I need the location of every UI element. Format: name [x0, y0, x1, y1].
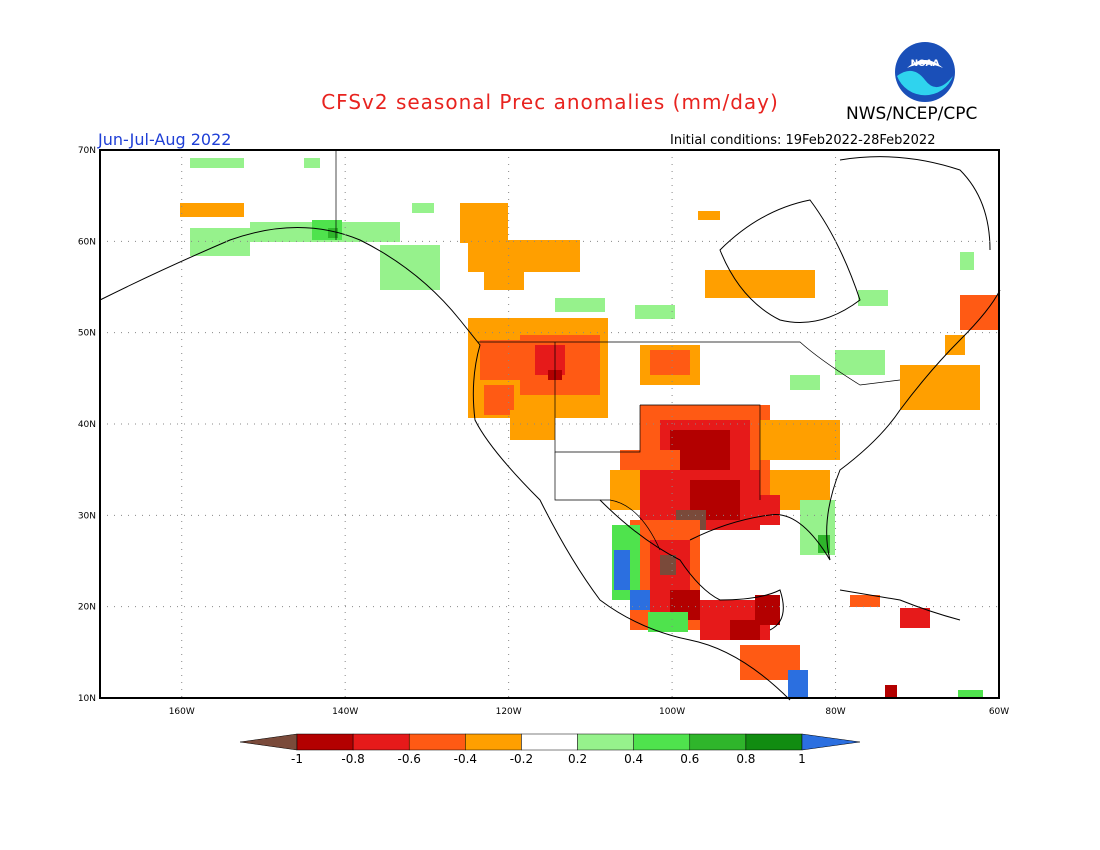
colorbar-label: -0.6	[398, 752, 421, 766]
colorbar-box	[689, 733, 747, 751]
lon-tick-label: 160W	[169, 707, 195, 717]
lat-tick-label: 40N	[78, 420, 96, 430]
colorbar-box	[465, 733, 522, 751]
colorbar-label: 0.6	[680, 752, 699, 766]
lat-tick-label: 30N	[78, 511, 96, 521]
colorbar-label: 0.8	[736, 752, 755, 766]
colorbar-box	[745, 733, 803, 751]
latitude-labels: 70N 60N 50N 40N 30N 20N 10N	[78, 146, 96, 704]
coastlines	[99, 156, 1001, 701]
lon-tick-label: 140W	[332, 707, 358, 717]
initial-conditions-label: Initial conditions: 19Feb2022-28Feb2022	[670, 133, 936, 148]
lat-tick-label: 70N	[78, 146, 96, 156]
lon-tick-label: 100W	[659, 707, 685, 717]
colorbar-label: -0.4	[454, 752, 477, 766]
lon-tick-label: 80W	[825, 707, 845, 717]
colorbar-label: 1	[798, 752, 806, 766]
colorbar-box	[633, 733, 691, 751]
colorbar-box	[352, 733, 410, 751]
logo-text: NOAA	[911, 59, 940, 69]
season-label: Jun-Jul-Aug 2022	[98, 130, 232, 149]
colorbar-box	[577, 733, 634, 751]
lat-tick-label: 20N	[78, 603, 96, 613]
colorbar-low-arrow	[239, 733, 298, 751]
colorbar-boxes	[239, 733, 861, 751]
colorbar-labels: -1 -0.8 -0.6 -0.4 -0.2 0.2 0.4 0.6 0.8 1	[291, 752, 806, 766]
colorbar-label: -0.8	[341, 752, 364, 766]
map-title: CFSv2 seasonal Prec anomalies (mm/day)	[321, 90, 779, 114]
colorbar-box	[296, 733, 354, 751]
org-label: NWS/NCEP/CPC	[846, 104, 978, 124]
longitude-labels: 160W 140W 120W 100W 80W 60W	[169, 707, 1010, 717]
colorbar-box	[408, 733, 466, 751]
map-frame	[99, 149, 1000, 699]
lon-tick-label: 60W	[989, 707, 1009, 717]
lon-tick-label: 120W	[496, 707, 522, 717]
graticule	[100, 150, 999, 698]
colorbar-label: -1	[291, 752, 303, 766]
lat-tick-label: 60N	[78, 237, 96, 247]
colorbar-high-arrow	[801, 733, 861, 751]
colorbar-label: 0.2	[568, 752, 587, 766]
noaa-logo-icon: NOAA	[895, 42, 955, 102]
lat-tick-label: 10N	[78, 694, 96, 704]
political-borders	[335, 150, 901, 551]
lat-tick-label: 50N	[78, 329, 96, 339]
colorbar-label: -0.2	[510, 752, 533, 766]
colorbar-box	[521, 733, 578, 751]
colorbar-label: 0.4	[624, 752, 643, 766]
